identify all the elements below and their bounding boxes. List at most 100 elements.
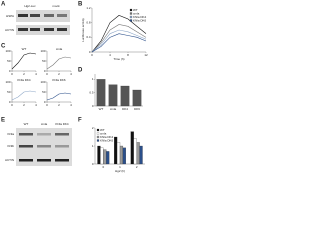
bar [97,145,101,165]
legend-label: KNla DK4 [100,135,114,139]
x-label: Time (h) [113,57,124,61]
panel-letter: A [1,2,6,8]
chart-title: WT [22,47,27,51]
x-tick-label: 1 [119,165,121,169]
panel-letter: C [1,44,6,50]
legend-swatch [96,135,100,139]
y-label: Luciferase activity [81,18,85,42]
y-tick-label: 0 [92,162,94,166]
blot-column: WT [24,122,29,126]
blot-column: cmla [41,122,48,126]
bar [139,145,143,165]
x-tick-label: 4 [109,53,111,57]
line [46,92,72,101]
y-tick-label: 0 [89,50,91,54]
bar [136,142,140,165]
bar [108,84,118,107]
x-tick-label: 2 [23,72,25,76]
y-tick-label: 1 [92,77,94,81]
line [91,33,147,53]
line [11,90,37,101]
panel-letter: F [78,118,82,124]
x-tick-label: 2 [58,103,60,107]
bar [130,131,134,165]
legend-swatch [129,12,133,15]
blot-row: KNlb [7,144,14,148]
legend-label: WT [100,128,105,132]
y-tick-label: 0 [92,104,94,108]
line [91,29,147,53]
y-tick-label: 0 [44,100,46,104]
panel-letter: E [1,118,5,124]
chart-title: KNla DK4 [17,78,31,82]
x-tick-label: 4 [35,72,37,76]
bar [106,151,110,165]
legend-label: KNla DK6 [100,138,114,142]
y-tick-label: 100 [40,49,45,53]
x-tick-label: 2 [23,103,25,107]
x-tick-label: 12 [144,53,148,57]
blot-column: mock [52,4,60,8]
x-tick-label: 2 [136,165,138,169]
chart-title: cmla [56,47,63,51]
y-tick-label: 2 [92,126,94,130]
x-tick-label: 0 [46,72,48,76]
y-tick-label: 1.2 [86,6,91,10]
x-tick-label: WT [99,107,104,111]
legend-label: cmla [133,11,140,15]
bar [132,89,142,107]
y-tick-label: 1 [92,144,94,148]
x-tick-label: 4 [70,72,72,76]
line [11,52,37,70]
bar [133,138,137,165]
y-tick-label: 100 [40,80,45,84]
chart-title: KNla DK6 [52,78,66,82]
x-tick-label: 0 [46,103,48,107]
x-tick-label: DK4 [122,107,128,111]
y-tick-label: 50 [7,90,11,94]
y-tick-label: 0.4 [86,35,91,39]
line [46,56,72,70]
legend-label: cmla [100,131,107,135]
x-tick-label: 0 [102,165,104,169]
x-tick-label: 4 [35,103,37,107]
legend-swatch [96,132,100,135]
panel-letter: D [78,68,83,74]
x-tick-label: 8 [127,53,129,57]
bar [103,149,107,165]
bar [119,145,124,165]
figure: A B C D E F Hg2-Luc mock HSPA ACTIN WT c… [1,2,148,173]
bar [96,79,106,107]
y-tick-label: 50 [42,59,46,63]
x-tick-label: 4 [70,103,72,107]
legend-label: WT [133,8,138,12]
blot-row: ACTIN [5,158,14,162]
y-tick-label: 50 [7,59,11,63]
blot-image [16,128,72,166]
x-tick-label: 0 [11,103,13,107]
y-tick-label: 0 [44,69,46,73]
bar [100,147,104,165]
legend-label: KNla DK4 [133,15,147,19]
bar [116,142,121,165]
blot-row: HSPA [6,14,14,18]
panel-letter: B [78,2,83,8]
blot-row: KNla [7,132,14,136]
y-tick-label: 100 [5,80,10,84]
blot-column: Hg2-Luc [24,4,36,8]
x-tick-label: DK6 [134,107,140,111]
legend-swatch [96,128,100,132]
y-tick-label: 0.5 [89,90,94,94]
blot-image [16,10,70,35]
x-tick-label: 0 [91,53,93,57]
legend-swatch [129,8,133,12]
x-tick-label: 2 [58,72,60,76]
x-tick-label: 0 [11,72,13,76]
line [91,24,147,53]
legend-swatch [129,15,133,19]
x-tick-label: cmla [110,107,117,111]
line [91,14,147,53]
blot-row: ACTIN [5,28,14,32]
y-tick-label: 100 [5,49,10,53]
y-tick-label: 0.8 [86,20,91,24]
